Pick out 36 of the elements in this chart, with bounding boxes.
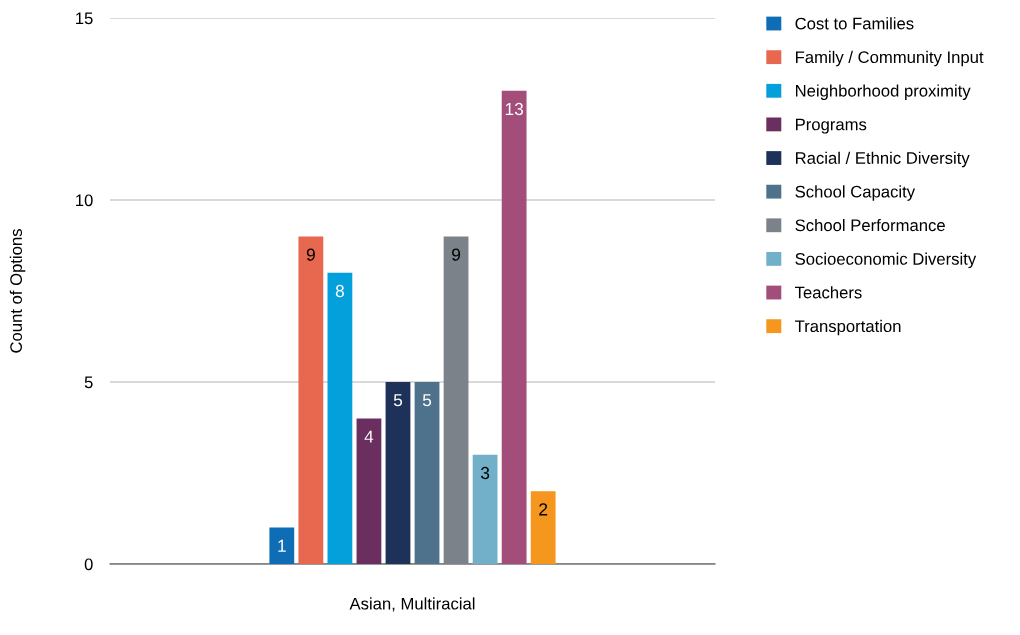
x-tick-label: Asian, Multiracial [349, 597, 475, 612]
y-tick-label: 0 [84, 558, 93, 571]
bar [501, 90, 527, 564]
data-label: 8 [335, 284, 344, 298]
data-label: 9 [306, 248, 315, 261]
legend-label: School Performance [795, 218, 945, 232]
bar [385, 382, 411, 564]
bar [530, 491, 556, 564]
legend-label: Racial / Ethnic Diversity [796, 151, 970, 168]
legend-label: Neighborhood proximity [796, 84, 971, 100]
legend-label: Family / Community Input [796, 50, 984, 67]
y-tick-label: 5 [84, 376, 93, 389]
data-label: 13 [505, 102, 524, 116]
data-label: 9 [452, 248, 461, 261]
legend-label: School Capacity [795, 185, 916, 201]
legend-label: Teachers [795, 286, 862, 299]
bar [414, 382, 440, 564]
bar [443, 236, 469, 564]
data-label: 2 [539, 503, 548, 516]
bar [269, 527, 295, 564]
data-label: 5 [422, 394, 432, 407]
bar [472, 454, 498, 564]
legend-label: Programs [796, 118, 867, 134]
data-label: 4 [364, 430, 374, 443]
bar [356, 418, 382, 564]
y-axis-title: Count of Options [9, 229, 26, 353]
bar [298, 236, 324, 564]
legend-label: Socioeconomic Diversity [795, 252, 977, 269]
data-label: 5 [393, 394, 403, 407]
legend-label: Transportation [795, 319, 901, 336]
bar [327, 272, 353, 564]
y-tick-label: 15 [76, 12, 93, 25]
data-label: 1 [278, 539, 286, 552]
data-label: 3 [480, 466, 490, 480]
legend-label: Cost to Families [795, 17, 914, 30]
y-tick-label: 10 [76, 194, 93, 207]
